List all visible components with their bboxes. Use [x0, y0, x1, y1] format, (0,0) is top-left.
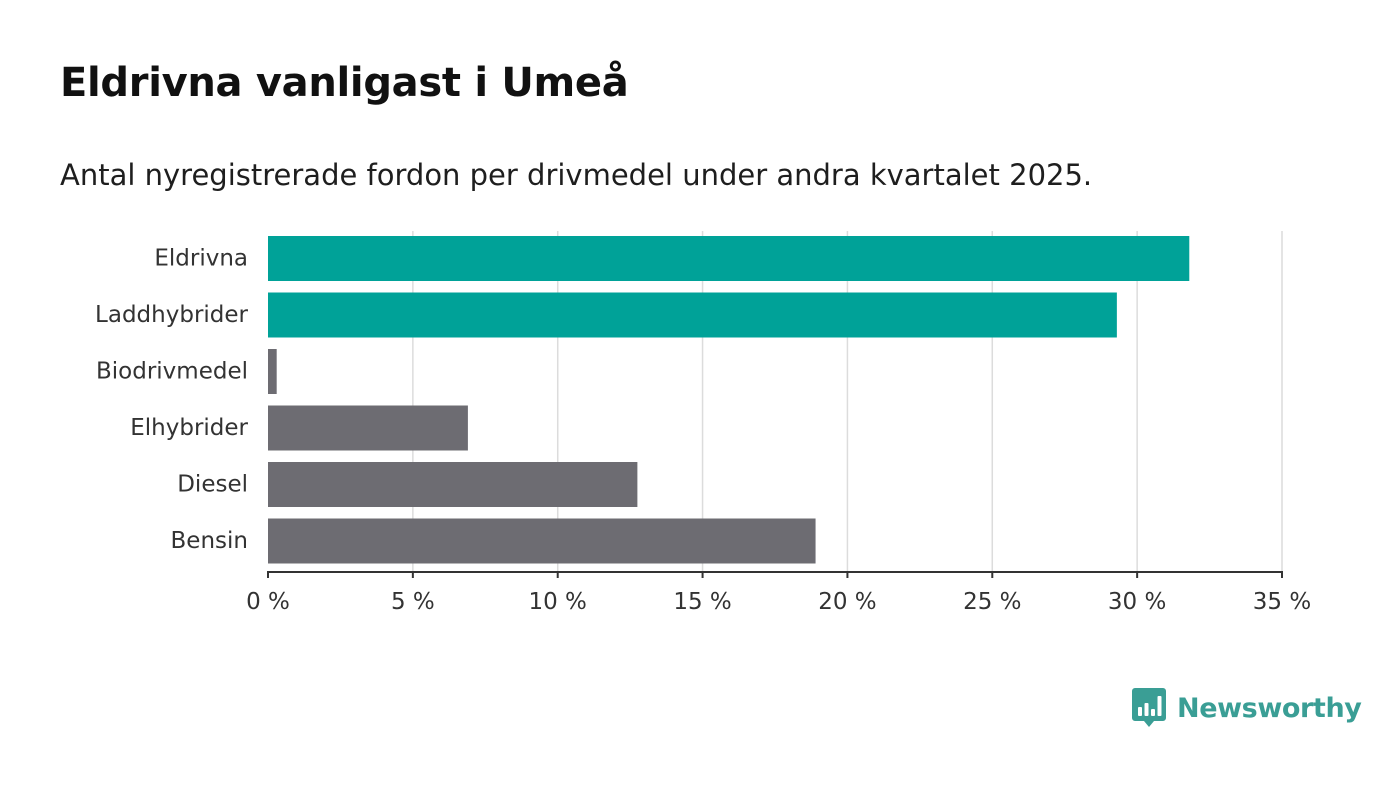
- category-label: Elhybrider: [130, 415, 248, 441]
- x-tick-label: 35 %: [1253, 589, 1311, 615]
- x-tick-label: 30 %: [1108, 589, 1166, 615]
- category-label: Diesel: [177, 472, 248, 498]
- x-tick-label: 5 %: [391, 589, 435, 615]
- chart-title: Eldrivna vanligast i Umeå: [60, 60, 629, 106]
- x-tick-label: 15 %: [673, 589, 731, 615]
- x-tick-label: 20 %: [818, 589, 876, 615]
- bar: [268, 292, 1117, 338]
- brand-logo: Newsworthy: [1132, 688, 1362, 728]
- brand-name: Newsworthy: [1177, 692, 1362, 724]
- bar: [268, 462, 638, 507]
- x-tick-label: 10 %: [528, 589, 586, 615]
- x-tick-label: 25 %: [963, 589, 1021, 615]
- bar: [268, 349, 277, 394]
- chart-subtitle: Antal nyregistrerade fordon per drivmede…: [60, 158, 1093, 192]
- bar: [268, 518, 816, 564]
- category-label: Biodrivmedel: [96, 359, 248, 385]
- category-label: Eldrivna: [154, 246, 248, 272]
- bars: [268, 236, 1190, 564]
- category-label: Laddhybrider: [95, 302, 248, 328]
- bar: [268, 236, 1190, 281]
- bar-chart-speech-bubble-icon: [1132, 688, 1166, 727]
- category-label: Bensin: [171, 528, 248, 554]
- x-tick-label: 0 %: [246, 589, 290, 615]
- grid-lines: [412, 231, 1283, 572]
- bar-chart: Eldrivna Laddhybrider Biodrivmedel Elhybrid…: [95, 231, 1311, 615]
- x-axis: 0 % 5 % 10 % 15 % 20 % 25 % 30 % 35 %: [246, 571, 1311, 615]
- bar: [268, 405, 468, 451]
- category-labels: Eldrivna Laddhybrider Biodrivmedel Elhybrid…: [95, 246, 248, 555]
